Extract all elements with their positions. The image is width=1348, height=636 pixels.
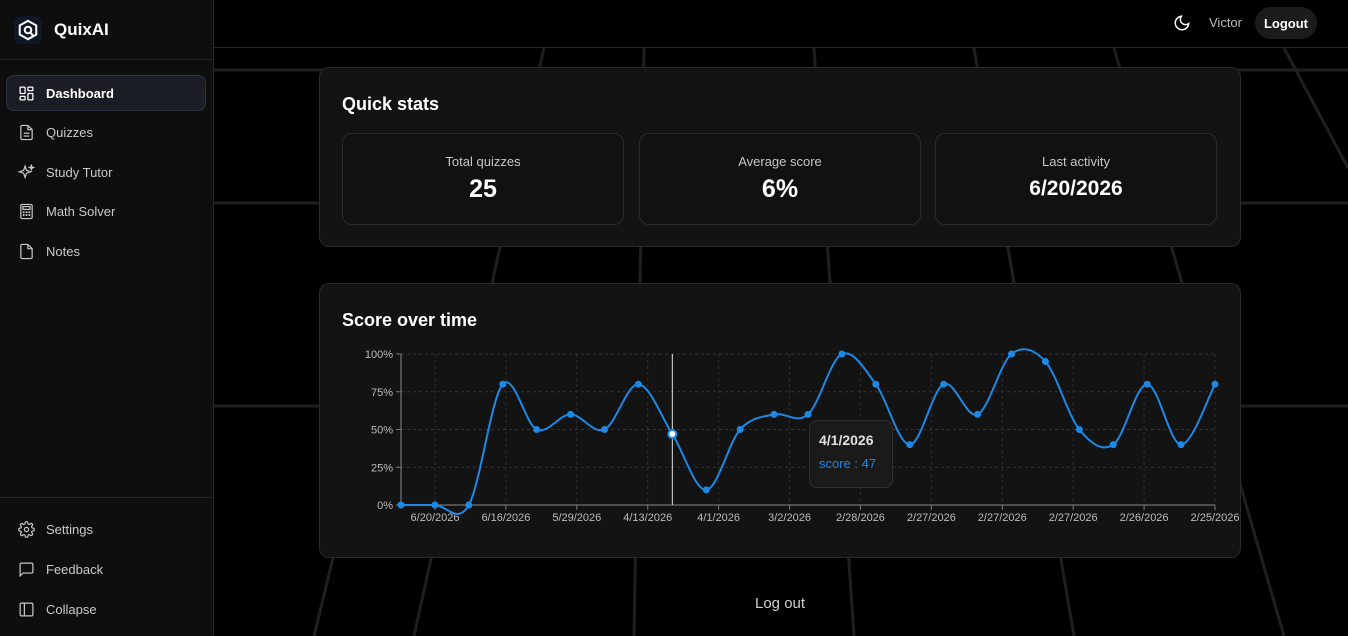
data-point [1075,426,1083,433]
tooltip-value: score : 47 [819,456,877,471]
data-point [1211,380,1219,388]
y-tick-label: 75% [371,387,393,399]
stat-average-score: Average score 6% [639,133,921,225]
data-point [872,380,880,388]
x-tick-label: 2/26/2026 [1120,512,1169,524]
data-point [634,380,642,388]
data-point [601,426,608,433]
data-point [974,410,982,418]
x-tick-label: 2/27/2026 [1049,512,1098,524]
x-tick-label: 3/2/2026 [768,512,811,524]
sidebar: QuixAI Dashboard Quizzes Study Tutor Mat… [0,0,214,636]
sidebar-item-label: Settings [46,521,93,537]
y-tick-label: 50% [371,425,393,437]
data-point [1143,380,1151,388]
sidebar-item-label: Notes [46,243,80,259]
data-point [1041,358,1049,366]
chart-tooltip: 4/1/2026 score : 47 [809,420,893,488]
data-point [702,486,710,494]
x-tick-label: 6/16/2026 [481,512,530,524]
file-icon [17,242,35,260]
score-chart-title: Score over time [342,310,478,330]
footer-logout-link[interactable]: Log out [755,595,806,612]
sidebar-nav: Dashboard Quizzes Study Tutor Math Solve… [0,60,213,269]
stat-label: Total quizzes [445,154,521,169]
x-tick-label: 6/20/2026 [411,512,460,524]
data-point [770,410,778,418]
score-chart[interactable]: 0% 25% 50% 75% 100% 6/20/2026 6/16/2026 5/29/20… [320,344,1242,544]
quixai-logo-icon [14,15,42,44]
y-tick-label: 100% [365,349,393,361]
gear-icon [17,520,35,538]
app-name: QuixAI [54,19,109,39]
data-point [838,350,846,358]
stat-total-quizzes: Total quizzes 25 [342,133,624,225]
user-name: Victor [1209,15,1242,30]
x-tick-label: 4/13/2026 [623,512,672,524]
calculator-icon [17,203,35,221]
data-point [499,380,507,388]
sidebar-item-dashboard[interactable]: Dashboard [6,75,206,111]
sidebar-item-label: Quizzes [46,125,93,140]
x-tick-label: 2/28/2026 [836,512,885,524]
x-tick-label: 4/1/2026 [697,512,740,524]
dashboard-icon [17,84,35,102]
score-chart-card: Score over time 0% 25% 50% 75% 100% 6/20/2026… [319,283,1241,558]
data-point [431,501,439,509]
score-series-line [401,348,1216,515]
sidebar-item-collapse[interactable]: Collapse [6,591,206,627]
data-point [906,441,914,449]
stat-value: 6/20/2026 [1029,177,1123,200]
stat-value: 6% [761,175,799,203]
panel-icon [17,600,35,618]
quick-stats-title: Quick stats [342,94,440,114]
data-point [465,501,473,509]
tooltip-date: 4/1/2026 [819,432,874,448]
stat-value: 25 [469,175,497,203]
sidebar-item-math-solver[interactable]: Math Solver [6,194,206,230]
data-point [736,426,744,433]
sidebar-item-label: Collapse [46,601,97,617]
top-bar: Victor Logout [214,0,1348,48]
x-tick-label: 2/27/2026 [978,512,1027,524]
sidebar-item-label: Feedback [46,561,104,577]
data-point [940,380,948,388]
stat-label: Last activity [1042,154,1110,169]
sparkle-icon [17,163,35,181]
data-point [533,426,541,433]
sidebar-item-label: Math Solver [46,204,116,219]
x-tick-label: 5/29/2026 [552,512,601,524]
data-point [1109,441,1117,449]
stat-last-activity: Last activity 6/20/2026 [935,133,1217,225]
brand[interactable]: QuixAI [0,0,213,60]
sidebar-item-notes[interactable]: Notes [6,233,206,269]
logout-button[interactable]: Logout [1255,7,1317,39]
sidebar-bottom: Settings Feedback Collapse [0,497,213,631]
sidebar-item-study-tutor[interactable]: Study Tutor [6,154,206,190]
sidebar-item-quizzes[interactable]: Quizzes [6,115,206,151]
quick-stats-card: Quick stats Total quizzes 25 Average sco… [319,67,1241,247]
active-data-point [667,429,678,440]
data-point [804,410,812,418]
data-point [567,410,575,418]
sidebar-item-label: Study Tutor [46,164,113,180]
sidebar-item-feedback[interactable]: Feedback [6,551,206,587]
data-point [397,501,405,509]
sidebar-item-label: Dashboard [46,85,114,101]
score-chart-svg: 0% 25% 50% 75% 100% 6/20/2026 6/16/2026 5/29/20… [365,348,1240,524]
message-icon [17,560,35,578]
x-tick-label: 2/27/2026 [907,512,956,524]
document-icon [17,124,35,142]
sidebar-item-settings[interactable]: Settings [6,511,206,547]
y-tick-label: 0% [377,500,393,512]
moon-icon[interactable] [1172,13,1192,33]
y-tick-label: 25% [371,462,393,474]
data-point [1177,441,1185,449]
x-tick-label: 2/25/2026 [1191,512,1240,524]
data-point [1008,350,1015,358]
stat-label: Average score [738,154,822,169]
